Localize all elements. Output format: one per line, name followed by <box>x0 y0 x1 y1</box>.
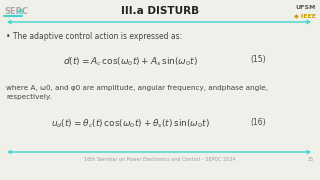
Text: (16): (16) <box>250 118 266 127</box>
Text: $u_d(t) = \theta_c(t)\,\cos(\omega_0 t) + \theta_s(t)\,\sin(\omega_0 t)$: $u_d(t) = \theta_c(t)\,\cos(\omega_0 t) … <box>51 118 209 130</box>
Text: C: C <box>22 7 28 16</box>
Text: SEP: SEP <box>4 7 22 16</box>
Text: III.a DISTURB: III.a DISTURB <box>121 6 199 16</box>
Text: $d(t) = A_c\,\cos(\omega_0 t) + A_s\,\sin(\omega_0 t)$: $d(t) = A_c\,\cos(\omega_0 t) + A_s\,\si… <box>63 55 197 68</box>
Text: 15: 15 <box>308 157 314 162</box>
Text: (15): (15) <box>250 55 266 64</box>
Text: where A, ω0, and φ0 are amplitude, angular frequency, andphase angle,
respective: where A, ω0, and φ0 are amplitude, angul… <box>6 85 268 100</box>
Text: ◆ IEEE: ◆ IEEE <box>294 13 316 18</box>
Text: UFSM: UFSM <box>296 5 316 10</box>
Text: 16th Seminar on Power Electronics and Control – SEPOC 2024: 16th Seminar on Power Electronics and Co… <box>84 157 236 162</box>
Text: e: e <box>18 7 24 16</box>
Text: • The adaptive control action is expressed as:: • The adaptive control action is express… <box>6 32 182 41</box>
